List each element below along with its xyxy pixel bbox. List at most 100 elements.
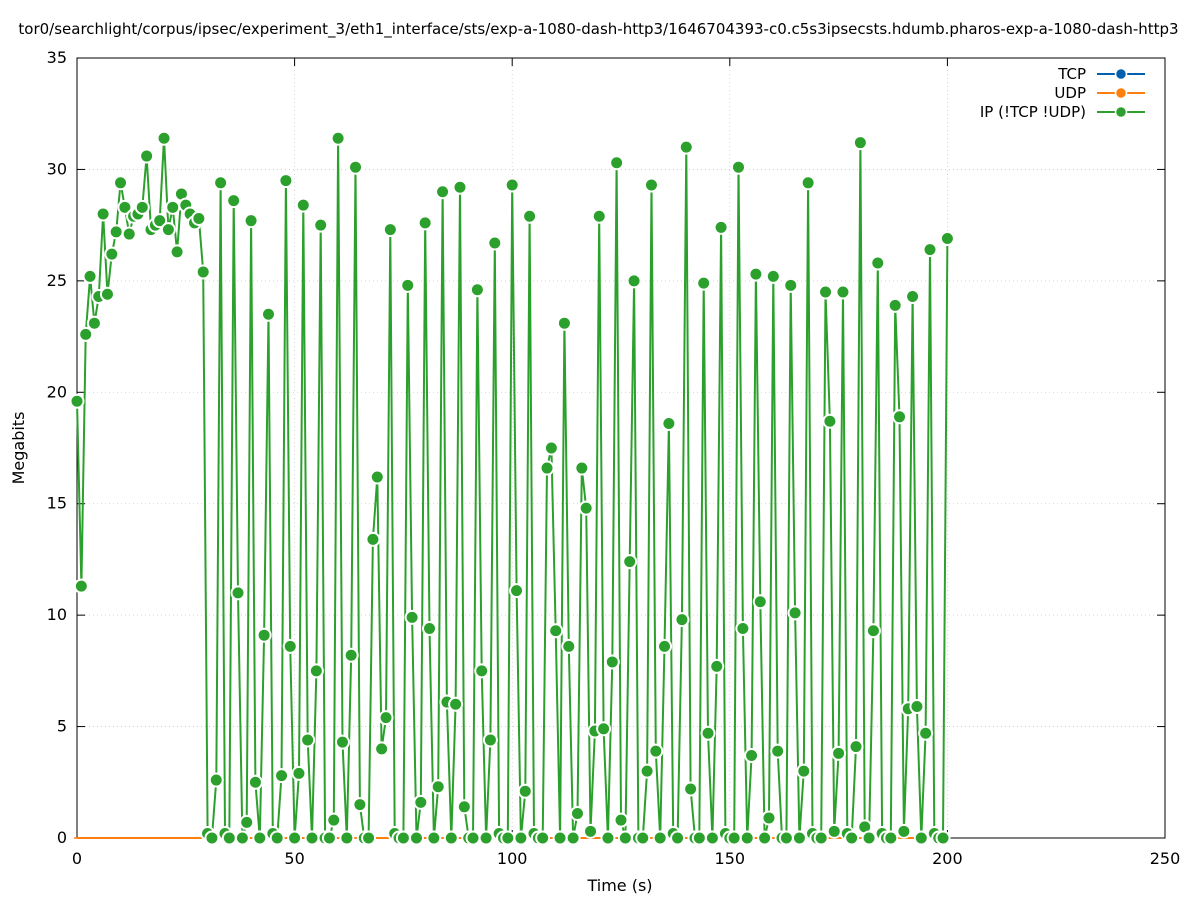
data-point xyxy=(382,222,398,238)
data-point xyxy=(313,217,329,233)
data-point xyxy=(134,199,150,215)
data-point xyxy=(596,721,612,737)
data-point xyxy=(226,193,242,209)
data-point xyxy=(783,277,799,293)
data-point xyxy=(887,297,903,313)
data-point xyxy=(487,235,503,251)
data-point xyxy=(918,725,934,741)
x-tick-label: 150 xyxy=(715,849,746,868)
data-point xyxy=(748,266,764,282)
data-point xyxy=(583,823,599,839)
data-point xyxy=(139,148,155,164)
data-point xyxy=(208,772,224,788)
data-point xyxy=(883,830,899,846)
data-point xyxy=(291,765,307,781)
data-point xyxy=(600,830,616,846)
data-point xyxy=(204,830,220,846)
data-point xyxy=(465,830,481,846)
data-point xyxy=(469,282,485,298)
data-point xyxy=(260,306,276,322)
data-point xyxy=(770,743,786,759)
data-point xyxy=(757,830,773,846)
data-point xyxy=(639,763,655,779)
x-tick-label: 0 xyxy=(72,849,82,868)
data-point xyxy=(269,830,285,846)
legend-marker xyxy=(1114,67,1128,81)
data-point xyxy=(731,159,747,175)
data-point xyxy=(474,663,490,679)
data-point xyxy=(426,830,442,846)
data-point xyxy=(352,797,368,813)
data-point xyxy=(800,175,816,191)
data-point xyxy=(561,638,577,654)
data-point xyxy=(613,812,629,828)
data-point xyxy=(86,315,102,331)
data-point xyxy=(700,725,716,741)
data-point xyxy=(735,621,751,637)
data-point xyxy=(761,810,777,826)
data-point xyxy=(609,155,625,171)
data-point xyxy=(221,830,237,846)
data-point xyxy=(635,830,651,846)
data-point xyxy=(848,739,864,755)
data-point xyxy=(517,783,533,799)
data-point xyxy=(365,531,381,547)
data-point xyxy=(704,830,720,846)
data-point xyxy=(348,159,364,175)
data-point xyxy=(239,814,255,830)
data-point xyxy=(334,734,350,750)
data-point xyxy=(539,460,555,476)
data-point xyxy=(82,268,98,284)
data-point xyxy=(121,226,137,242)
x-tick-label: 50 xyxy=(284,849,304,868)
y-tick-label: 15 xyxy=(47,494,67,513)
data-point xyxy=(709,658,725,674)
data-point xyxy=(256,627,272,643)
data-point xyxy=(78,326,94,342)
data-point xyxy=(844,830,860,846)
data-point xyxy=(696,275,712,291)
data-point xyxy=(452,179,468,195)
data-point xyxy=(282,638,298,654)
x-axis-ticks: 0 50 100 150 200 250 xyxy=(72,58,1180,868)
data-point xyxy=(765,268,781,284)
data-point xyxy=(108,224,124,240)
y-tick-label: 35 xyxy=(47,48,67,67)
data-point xyxy=(195,264,211,280)
data-point xyxy=(274,768,290,784)
data-point xyxy=(513,830,529,846)
legend-label: IP (!TCP !UDP) xyxy=(980,103,1086,121)
data-point xyxy=(909,699,925,715)
data-point xyxy=(443,830,459,846)
data-point xyxy=(413,794,429,810)
data-point xyxy=(617,830,633,846)
data-point xyxy=(691,830,707,846)
data-point xyxy=(778,830,794,846)
data-point xyxy=(670,830,686,846)
data-point xyxy=(674,612,690,628)
data-point xyxy=(657,638,673,654)
data-point xyxy=(578,500,594,516)
legend-marker xyxy=(1114,105,1128,119)
data-point xyxy=(378,710,394,726)
y-tick-label: 25 xyxy=(47,271,67,290)
data-point xyxy=(234,830,250,846)
data-point xyxy=(104,246,120,262)
data-point xyxy=(905,288,921,304)
data-point xyxy=(417,215,433,231)
data-point xyxy=(95,206,111,222)
x-tick-label: 100 xyxy=(497,849,528,868)
data-point xyxy=(395,830,411,846)
data-point xyxy=(922,242,938,258)
data-point xyxy=(744,748,760,764)
data-point xyxy=(713,219,729,235)
data-point xyxy=(448,696,464,712)
data-point xyxy=(791,830,807,846)
data-point xyxy=(330,130,346,146)
data-point xyxy=(652,830,668,846)
data-point xyxy=(152,213,168,229)
data-point xyxy=(604,654,620,670)
